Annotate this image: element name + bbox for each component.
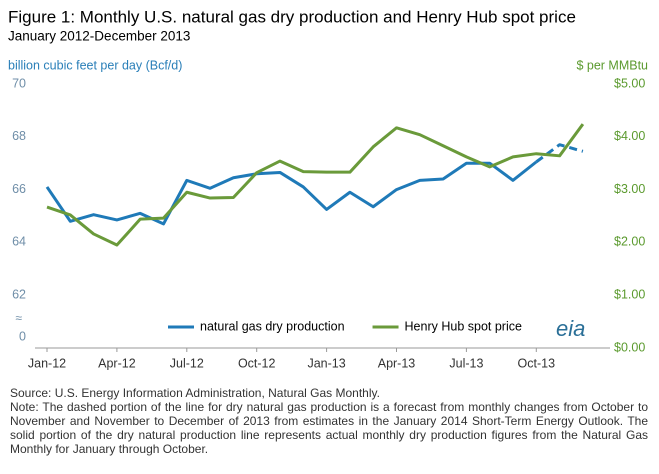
y2-tick-label: $4.00 — [614, 129, 645, 143]
y-tick-label: 70 — [12, 76, 26, 90]
chart: Figure 1: Monthly U.S. natural gas dry p… — [8, 7, 648, 370]
y-tick-label: 64 — [12, 235, 26, 249]
x-tick-label: Jan-12 — [28, 356, 66, 370]
y-tick-label: 62 — [12, 287, 26, 301]
x-tick-label: Jan-13 — [307, 356, 345, 370]
note: Note: The dashed portion of the line for… — [10, 400, 648, 456]
y2-tick-label: $1.00 — [614, 287, 645, 301]
y2-tick-label: $5.00 — [614, 76, 645, 90]
y-tick-label: 68 — [12, 129, 26, 143]
y2-tick-label: $2.00 — [614, 235, 645, 249]
y-tick-label: 66 — [12, 182, 26, 196]
y2-tick-label: $0.00 — [614, 340, 645, 354]
legend-label: Henry Hub spot price — [405, 319, 522, 333]
x-tick-label: Oct-13 — [518, 356, 556, 370]
x-tick-label: Apr-12 — [98, 356, 136, 370]
x-tick-label: Oct-12 — [238, 356, 276, 370]
x-tick-label: Jul-12 — [170, 356, 204, 370]
chart-subtitle: January 2012-December 2013 — [8, 29, 190, 44]
source: Source: U.S. Energy Information Administ… — [10, 386, 380, 400]
series-line — [45, 160, 538, 226]
axis-break: ≈ — [15, 311, 22, 325]
y-axis-label: billion cubic feet per day (Bcf/d) — [8, 58, 182, 72]
notes: Source: U.S. Energy Information Administ… — [10, 386, 648, 456]
y-tick-label: 0 — [19, 329, 26, 343]
series-line — [46, 123, 585, 247]
x-tick-label: Jul-13 — [449, 356, 483, 370]
chart-title: Figure 1: Monthly U.S. natural gas dry p… — [8, 7, 576, 26]
y2-axis-label: $ per MMBtu — [576, 58, 648, 72]
x-tick-label: Apr-13 — [378, 356, 416, 370]
series-line-forecast — [535, 143, 584, 164]
y2-tick-label: $3.00 — [614, 182, 645, 196]
logo: eia — [556, 316, 585, 341]
legend-label: natural gas dry production — [200, 319, 345, 333]
